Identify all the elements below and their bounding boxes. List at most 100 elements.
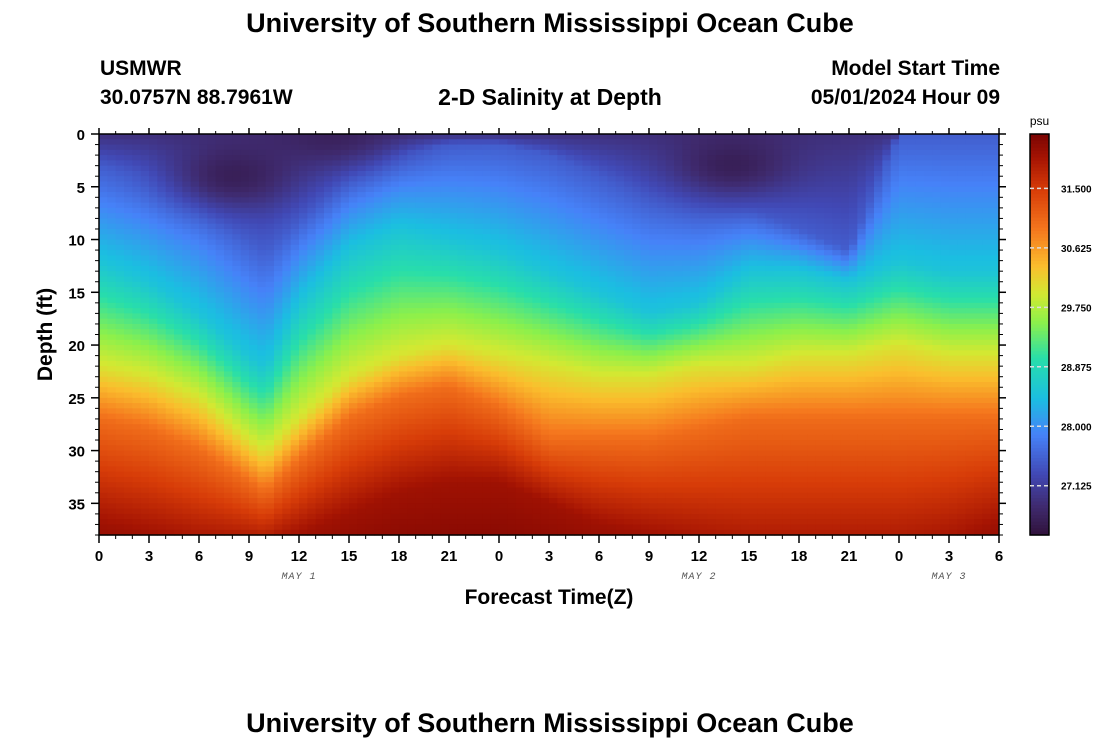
heatmap-cell — [740, 281, 750, 288]
heatmap-cell — [232, 255, 242, 262]
heatmap-cell — [982, 313, 992, 320]
heatmap-cell — [607, 297, 617, 304]
heatmap-cell — [382, 144, 392, 151]
heatmap-cell — [840, 234, 850, 241]
heatmap-cell — [649, 260, 658, 267]
heatmap-cell — [624, 355, 633, 362]
heatmap-cell — [440, 355, 450, 362]
heatmap-cell — [199, 234, 208, 241]
heatmap-cell — [449, 239, 458, 246]
heatmap-cell — [857, 149, 867, 156]
heatmap-cell — [682, 181, 692, 188]
heatmap-cell — [157, 207, 167, 214]
heatmap-cell — [524, 234, 533, 241]
heatmap-cell — [182, 366, 192, 373]
heatmap-cell — [215, 339, 225, 346]
heatmap-cell — [182, 244, 192, 251]
heatmap-cell — [407, 334, 417, 341]
heatmap-cell — [190, 360, 200, 367]
heatmap-cell — [715, 350, 725, 357]
heatmap-cell — [607, 302, 617, 309]
heatmap-cell — [249, 176, 258, 183]
heatmap-cell — [974, 234, 983, 241]
heatmap-cell — [324, 345, 333, 351]
heatmap-cell — [740, 228, 750, 235]
heatmap-cell — [915, 313, 925, 320]
heatmap-cell — [749, 181, 758, 188]
heatmap-cell — [124, 139, 133, 146]
heatmap-cell — [674, 202, 683, 209]
heatmap-cell — [924, 360, 933, 367]
heatmap-cell — [240, 334, 250, 341]
heatmap-cell — [774, 287, 783, 293]
heatmap-cell — [757, 360, 767, 367]
heatmap-cell — [740, 339, 750, 346]
heatmap-cell — [190, 334, 200, 341]
heatmap-cell — [482, 134, 492, 140]
heatmap-cell — [974, 276, 983, 283]
heatmap-cell — [332, 213, 342, 220]
heatmap-cell — [232, 218, 242, 225]
heatmap-cell — [740, 350, 750, 357]
heatmap-cell — [149, 197, 158, 204]
heatmap-cell — [732, 255, 742, 262]
heatmap-cell — [432, 292, 442, 299]
heatmap-cell — [140, 302, 150, 309]
heatmap-cell — [190, 271, 200, 278]
heatmap-cell — [307, 302, 317, 309]
heatmap-cell — [449, 207, 458, 214]
heatmap-cell — [715, 366, 725, 373]
heatmap-cell — [132, 228, 142, 235]
heatmap-cell — [590, 287, 600, 293]
heatmap-cell — [524, 149, 533, 156]
heatmap-cell — [340, 260, 350, 267]
heatmap-cell — [332, 197, 342, 204]
heatmap-cell — [757, 155, 767, 161]
heatmap-cell — [607, 360, 617, 367]
heatmap-cell — [590, 160, 600, 167]
heatmap-cell — [540, 160, 550, 167]
heatmap-cell — [207, 292, 217, 299]
heatmap-cell — [732, 149, 742, 156]
heatmap-cell — [865, 345, 875, 351]
heatmap-cell — [307, 287, 317, 293]
heatmap-cell — [932, 213, 942, 220]
heatmap-cell — [907, 302, 917, 309]
heatmap-cell — [390, 134, 400, 140]
heatmap-cell — [815, 149, 825, 156]
heatmap-cell — [882, 197, 892, 204]
heatmap-cell — [607, 202, 617, 209]
heatmap-cell — [890, 360, 900, 367]
heatmap-cell — [582, 155, 592, 161]
heatmap-cell — [540, 202, 550, 209]
heatmap-cell — [907, 281, 917, 288]
heatmap-cell — [207, 228, 217, 235]
heatmap-cell — [674, 155, 683, 161]
heatmap-cell — [474, 260, 483, 267]
heatmap-cell — [207, 218, 217, 225]
heatmap-cell — [449, 271, 458, 278]
heatmap-cell — [324, 329, 333, 336]
heatmap-cell — [549, 334, 558, 341]
heatmap-cell — [815, 271, 825, 278]
heatmap-cell — [715, 181, 725, 188]
heatmap-cell — [840, 360, 850, 367]
heatmap-cell — [890, 207, 900, 214]
heatmap-cell — [482, 350, 492, 357]
heatmap-cell — [649, 255, 658, 262]
heatmap-cell — [974, 149, 983, 156]
heatmap-cell — [115, 323, 125, 330]
heatmap-cell — [540, 287, 550, 293]
heatmap-cell — [232, 371, 242, 378]
heatmap-cell — [157, 276, 167, 283]
heatmap-cell — [940, 281, 950, 288]
heatmap-cell — [340, 287, 350, 293]
heatmap-cell — [107, 186, 117, 193]
heatmap-cell — [599, 339, 608, 346]
heatmap-cell — [957, 160, 967, 167]
heatmap-cell — [615, 170, 625, 177]
heatmap-cell — [924, 313, 933, 320]
heatmap-cell — [749, 149, 758, 156]
heatmap-cell — [915, 276, 925, 283]
heatmap-cell — [565, 192, 575, 198]
